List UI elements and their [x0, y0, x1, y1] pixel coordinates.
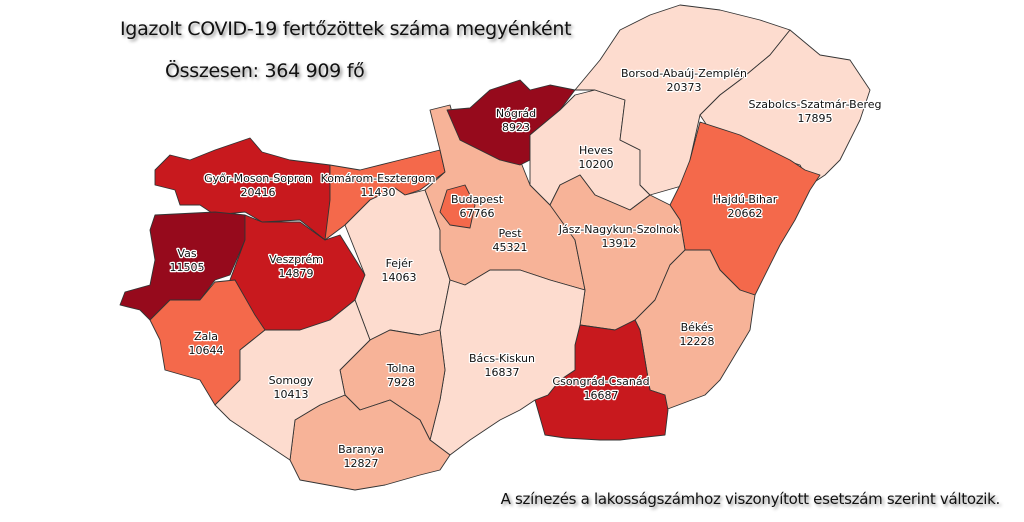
county-cases-label: 12827	[344, 457, 379, 470]
county-name-label: Pest	[498, 227, 522, 240]
county-cases-label: 14879	[279, 267, 314, 280]
county-name-label: Nógrád	[496, 107, 536, 120]
county-cases-label: 17895	[798, 112, 833, 125]
map-title: Igazolt COVID-19 fertőzöttek száma megyé…	[120, 18, 572, 40]
county-cases-label: 67766	[460, 207, 495, 220]
county-name-label: Hajdú-Bihar	[713, 193, 778, 206]
county-name-label: Komárom-Esztergom	[321, 172, 436, 185]
county-cases-label: 10413	[274, 388, 309, 401]
county-name-label: Somogy	[269, 374, 314, 387]
county-name-label: Vas	[177, 247, 196, 260]
county-name-label: Borsod-Abaúj-Zemplén	[621, 67, 747, 80]
county-bekes	[634, 249, 756, 411]
county-name-label: Csongrád-Csanád	[552, 375, 649, 388]
county-cases-label: 16837	[485, 366, 520, 379]
county-cases-label: 20662	[728, 207, 763, 220]
county-cases-label: 12228	[680, 335, 715, 348]
color-note: A színezés a lakosságszámhoz viszonyítot…	[500, 490, 1001, 508]
county-budapest	[439, 184, 476, 229]
county-somogy	[214, 299, 371, 461]
county-name-label: Heves	[579, 144, 613, 157]
total-cases: Összesen: 364 909 fő	[165, 60, 365, 82]
county-cases-label: 7928	[387, 376, 415, 389]
county-cases-label: 10644	[189, 344, 224, 357]
county-cases-label: 20373	[667, 81, 702, 94]
county-name-label: Fejér	[386, 257, 413, 270]
county-cases-label: 13912	[602, 237, 637, 250]
county-name-label: Budapest	[451, 193, 504, 206]
county-name-label: Zala	[194, 330, 218, 343]
county-name-label: Szabolcs-Szatmár-Bereg	[748, 98, 881, 111]
county-name-label: Veszprém	[269, 253, 323, 266]
county-cases-label: 16687	[584, 389, 619, 402]
county-name-label: Bács-Kiskun	[469, 352, 535, 365]
county-name-label: Tolna	[386, 362, 415, 375]
county-name-label: Békés	[681, 321, 714, 334]
county-name-label: Győr-Moson-Sopron	[204, 172, 312, 185]
county-cases-label: 10200	[579, 158, 614, 171]
county-cases-label: 8923	[502, 121, 530, 134]
county-cases-label: 11505	[170, 261, 205, 274]
county-cases-label: 20416	[241, 186, 276, 199]
county-nograd	[446, 79, 576, 166]
county-cases-label: 11430	[361, 186, 396, 199]
county-name-label: Jász-Nagykun-Szolnok	[558, 223, 680, 236]
county-cases-label: 45321	[493, 241, 528, 254]
county-cases-label: 14063	[382, 271, 417, 284]
county-name-label: Baranya	[338, 443, 384, 456]
